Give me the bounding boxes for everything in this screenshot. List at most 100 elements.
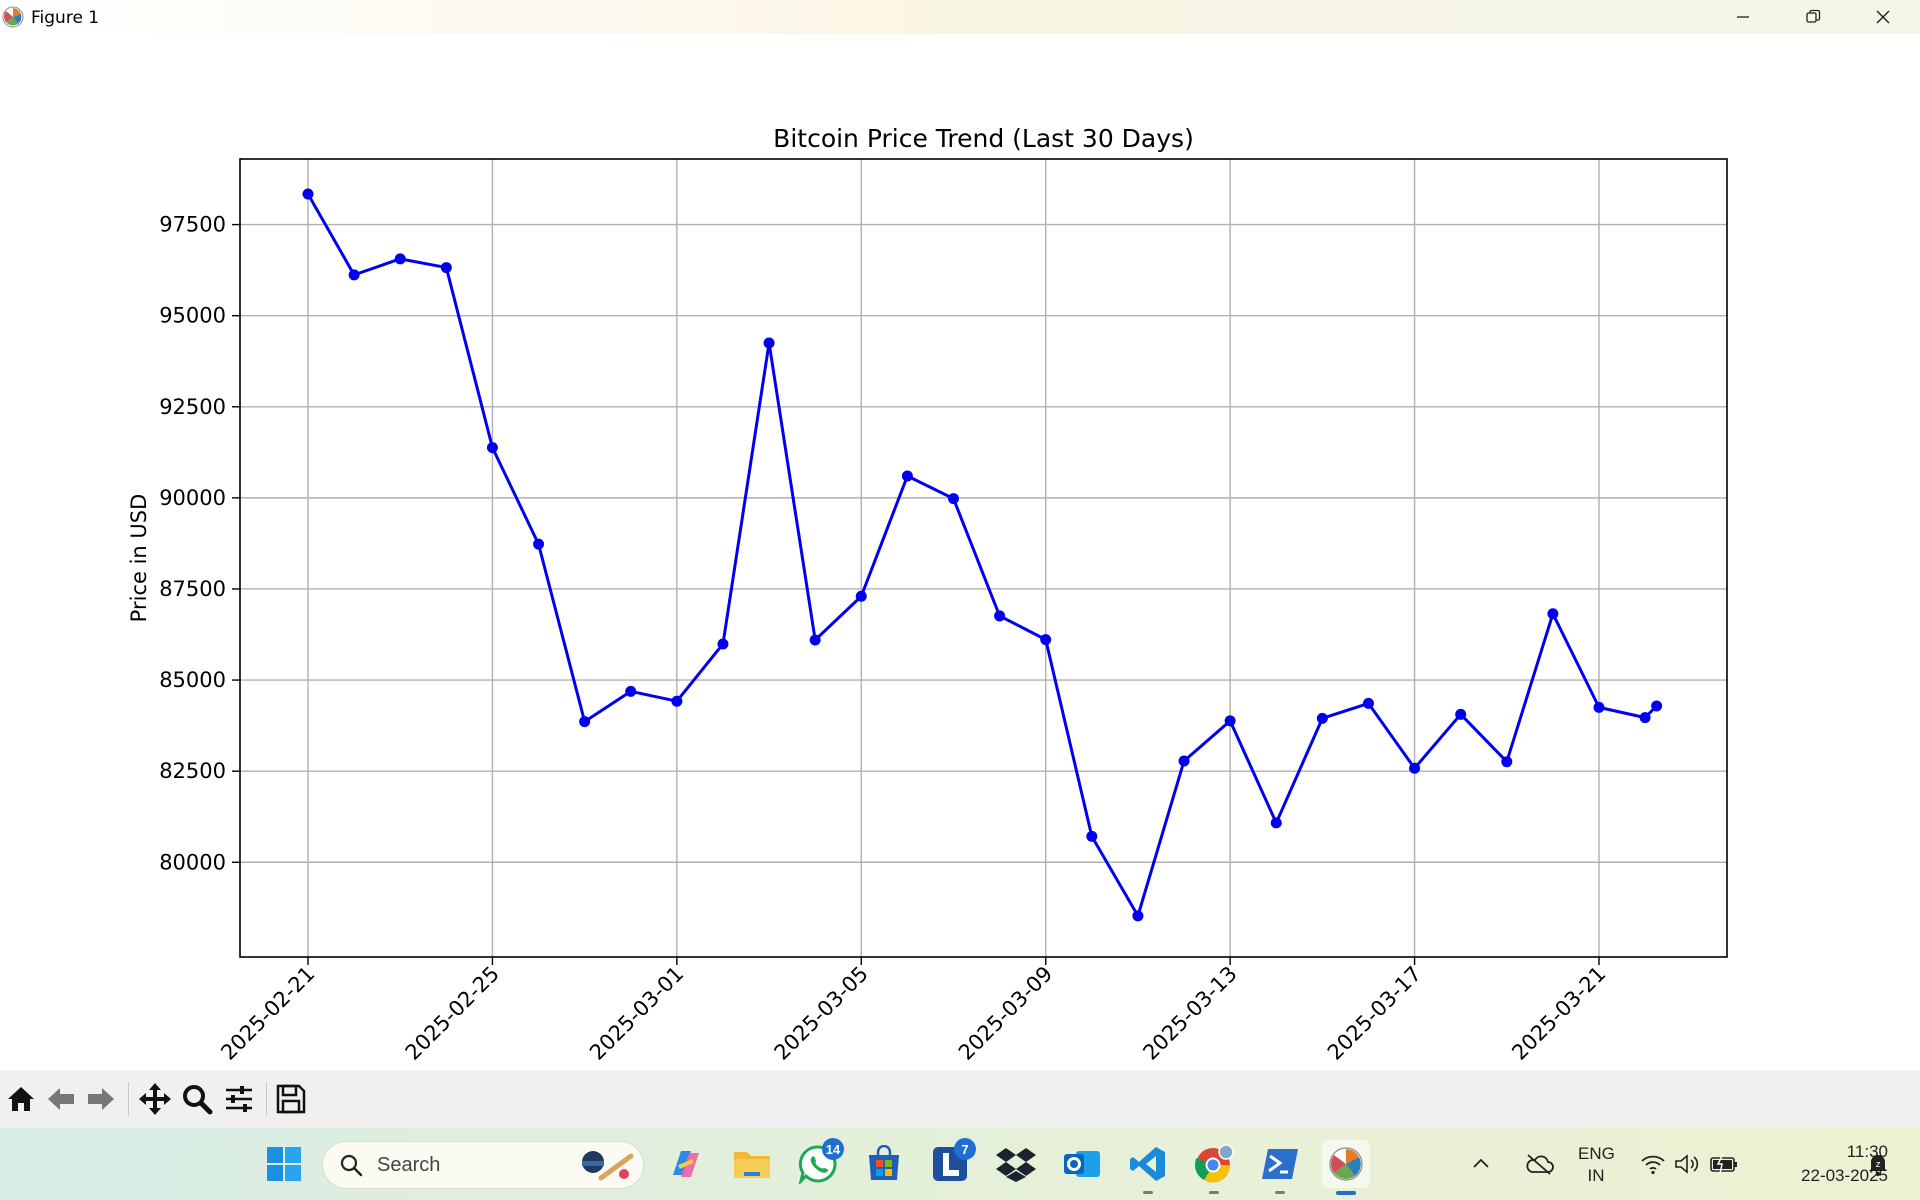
data-point xyxy=(348,269,360,281)
data-point xyxy=(579,716,591,728)
taskbar-dropbox[interactable] xyxy=(992,1140,1040,1188)
x-tick-label: 2025-03-05 xyxy=(770,962,873,1065)
windows-logo-icon xyxy=(267,1147,301,1181)
taskbar-search[interactable]: Search xyxy=(322,1141,644,1189)
x-tick-label: 2025-03-17 xyxy=(1323,962,1426,1065)
taskbar: Search 14 7 xyxy=(0,1128,1920,1200)
language-indicator-top[interactable]: ENG xyxy=(1578,1144,1615,1163)
data-point xyxy=(809,634,821,646)
window-titlebar: Figure 1 xyxy=(0,0,1920,34)
restore-icon xyxy=(1806,9,1821,23)
taskbar-file-explorer[interactable] xyxy=(728,1140,776,1188)
data-point xyxy=(994,610,1006,622)
y-tick-label: 97500 xyxy=(159,213,226,237)
matplotlib-logo-icon xyxy=(1329,1147,1363,1181)
data-point xyxy=(625,685,637,697)
save-button[interactable] xyxy=(272,1080,310,1118)
copilot-icon xyxy=(673,1151,699,1177)
matplotlib-logo-icon xyxy=(2,6,24,28)
vscode-icon xyxy=(1130,1147,1165,1181)
onedrive-status[interactable] xyxy=(1514,1140,1564,1188)
figure-canvas[interactable]: 80000 82500 85000 87500 90000 92500 95000 97500… xyxy=(0,34,1920,1070)
running-indicator xyxy=(1275,1191,1285,1194)
close-button[interactable] xyxy=(1848,0,1918,34)
cricket-bat-icon xyxy=(582,1151,634,1181)
y-tick-label: 87500 xyxy=(159,577,226,601)
save-icon xyxy=(276,1084,306,1114)
data-point xyxy=(1362,697,1374,709)
volume-button[interactable] xyxy=(1670,1140,1704,1188)
back-arrow-icon xyxy=(48,1088,74,1110)
data-point xyxy=(1178,755,1190,767)
taskbar-outlook[interactable] xyxy=(1058,1140,1106,1188)
data-point xyxy=(1316,712,1328,724)
pan-icon xyxy=(139,1083,171,1115)
dropbox-icon xyxy=(996,1148,1036,1182)
data-point xyxy=(1132,910,1144,922)
notification-bell-icon: z xyxy=(1869,1155,1887,1177)
start-button[interactable] xyxy=(260,1140,308,1188)
clock-date[interactable]: 22-03-2025 xyxy=(1801,1166,1888,1185)
home-icon xyxy=(8,1087,34,1111)
configure-subplots-button[interactable] xyxy=(220,1080,258,1118)
data-point xyxy=(1086,830,1098,842)
battery-charging-icon xyxy=(1710,1153,1737,1175)
outlook-icon xyxy=(1064,1151,1100,1177)
x-tick-label: 2025-03-01 xyxy=(585,962,688,1065)
data-point xyxy=(763,337,775,349)
network-button[interactable] xyxy=(1636,1140,1670,1188)
minimize-button[interactable] xyxy=(1708,0,1778,34)
taskbar-matplotlib-figure[interactable] xyxy=(1322,1140,1370,1195)
zoom-icon xyxy=(183,1085,213,1115)
y-axis-label: Price in USD xyxy=(127,494,151,623)
taskbar-powershell[interactable] xyxy=(1256,1140,1304,1194)
configure-subplots-icon xyxy=(226,1086,252,1112)
svg-text:z: z xyxy=(1876,1160,1881,1170)
taskbar-chrome[interactable] xyxy=(1190,1140,1238,1194)
taskbar-microsoft-store[interactable] xyxy=(860,1140,908,1188)
series-line xyxy=(306,193,1658,918)
x-tick-label: 2025-03-21 xyxy=(1507,962,1610,1065)
back-button[interactable] xyxy=(42,1080,80,1118)
data-point xyxy=(302,188,314,200)
y-tick-label: 85000 xyxy=(159,668,226,692)
y-tick-label: 95000 xyxy=(159,304,226,328)
taskbar-copilot[interactable] xyxy=(662,1140,710,1188)
show-hidden-icons-button[interactable] xyxy=(1466,1140,1496,1188)
data-point xyxy=(1651,700,1663,712)
onedrive-offline-icon xyxy=(1526,1154,1554,1175)
search-icon xyxy=(340,1154,363,1177)
home-button[interactable] xyxy=(2,1080,40,1118)
forward-button[interactable] xyxy=(82,1080,120,1118)
y-tick-label: 80000 xyxy=(159,850,226,874)
window-title: Figure 1 xyxy=(31,8,100,28)
data-point xyxy=(717,638,729,650)
restore-button[interactable] xyxy=(1778,0,1848,34)
chevron-up-icon xyxy=(1473,1158,1489,1168)
wifi-icon xyxy=(1641,1155,1665,1175)
chrome-icon xyxy=(1194,1144,1234,1183)
taskbar-vscode[interactable] xyxy=(1124,1140,1172,1194)
store-icon xyxy=(869,1145,899,1180)
toolbar-separator xyxy=(266,1082,267,1116)
line-chart: 80000 82500 85000 87500 90000 92500 95000 97500… xyxy=(127,124,1728,1065)
zoom-button[interactable] xyxy=(178,1080,216,1118)
battery-button[interactable] xyxy=(1706,1140,1742,1188)
data-point xyxy=(1040,634,1052,646)
notifications-button[interactable]: z xyxy=(1860,1140,1896,1188)
data-point xyxy=(1501,756,1513,768)
data-point xyxy=(394,253,406,265)
data-point xyxy=(1270,817,1282,829)
minimize-icon xyxy=(1737,16,1749,18)
language-indicator-bottom[interactable]: IN xyxy=(1587,1166,1605,1185)
taskbar-launcher-l[interactable]: 7 xyxy=(926,1138,976,1188)
volume-icon xyxy=(1675,1154,1699,1174)
navigation-toolbar xyxy=(0,1070,1920,1128)
data-point xyxy=(440,262,452,274)
whatsapp-badge: 14 xyxy=(822,1138,844,1160)
data-point xyxy=(901,470,913,482)
taskbar-whatsapp[interactable]: 14 xyxy=(794,1138,844,1188)
pan-button[interactable] xyxy=(136,1080,174,1118)
x-tick-label: 2025-03-09 xyxy=(954,962,1057,1065)
x-tick-label: 2025-02-25 xyxy=(401,962,504,1065)
